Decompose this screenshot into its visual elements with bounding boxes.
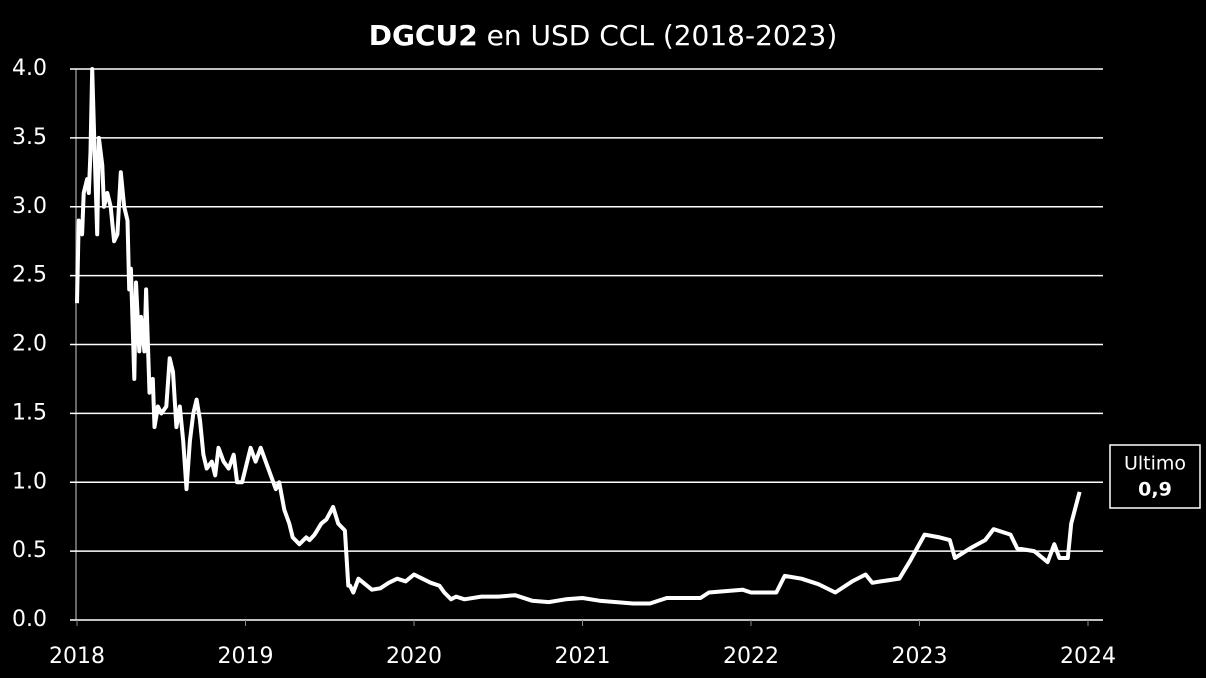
y-tick-label: 4.0	[12, 56, 47, 81]
x-tick-label: 2019	[218, 644, 274, 669]
y-tick-label: 0.0	[12, 607, 47, 632]
x-tick-label: 2020	[386, 644, 442, 669]
y-tick-label: 1.5	[12, 400, 47, 425]
line	[75, 67, 1082, 606]
y-tick-label: 3.0	[12, 194, 47, 219]
y-tick-label: 2.0	[12, 332, 47, 357]
x-tick-label: 2021	[555, 644, 611, 669]
annotation-text: Ultimo	[1124, 453, 1186, 475]
annotation-value: 0,9	[1138, 479, 1172, 501]
y-tick-label: 0.5	[12, 538, 47, 563]
chart-title: DGCU2 en USD CCL (2018-2023)	[369, 19, 838, 52]
x-tick-label: 2024	[1060, 644, 1116, 669]
annotation-box	[1109, 444, 1201, 509]
title-bold: DGCU2	[369, 19, 478, 52]
x-tick-label: 2023	[892, 644, 948, 669]
x-tick-label: 2022	[723, 644, 779, 669]
y-tick-label: 1.0	[12, 469, 47, 494]
y-tick-label: 2.5	[12, 263, 47, 288]
y-tick-label: 3.5	[12, 125, 47, 150]
title-rest: en USD CCL (2018-2023)	[487, 19, 838, 52]
x-tick-label: 2018	[49, 644, 105, 669]
